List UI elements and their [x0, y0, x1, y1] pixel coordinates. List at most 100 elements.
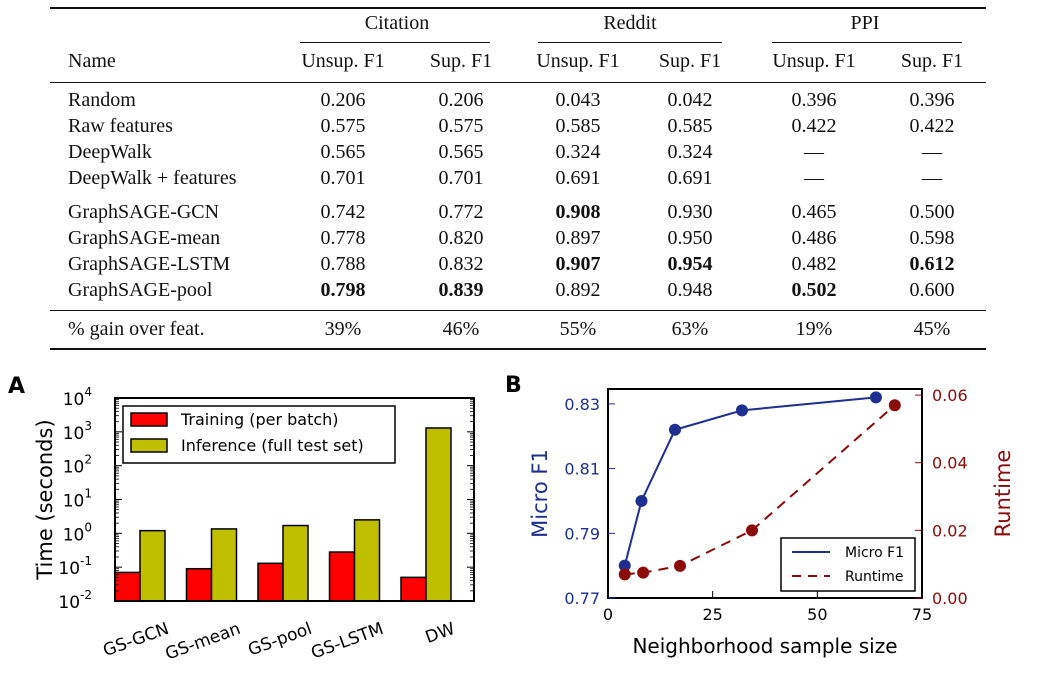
column-header: Sup. F1	[429, 50, 493, 72]
chart-b-sample-size: B 0 25 50 75 0.77 0.79 0.81 0.83 0.00 0.02 0.04 0.06…	[505, 373, 1015, 658]
gain-cell: 45%	[913, 318, 951, 340]
table-cell: 0.585	[555, 115, 601, 137]
legend-swatch	[130, 438, 168, 453]
y-tick-label: 104	[63, 385, 92, 410]
gain-cell: 63%	[671, 318, 709, 340]
table-cell: 0.772	[438, 201, 484, 223]
group-header: Citation	[364, 12, 430, 34]
table-cell: —	[922, 141, 942, 163]
gain-cell: 46%	[442, 318, 480, 340]
data-point-runtime	[674, 559, 687, 572]
y-right-tick-label: 0.06	[932, 386, 968, 405]
table-cell: 0.691	[667, 167, 713, 189]
y-tick-label: 100	[63, 520, 92, 545]
bar-inference	[282, 524, 309, 602]
table-cell: 0.691	[555, 167, 601, 189]
table-cell: 0.892	[555, 279, 601, 301]
group-cmidrule	[300, 42, 490, 43]
data-point-micro-f1	[869, 391, 882, 404]
table-cell: 0.565	[320, 141, 366, 163]
table-cell: 0.396	[791, 89, 837, 111]
legend-box	[122, 405, 396, 464]
y-left-tick-label: 0.81	[564, 460, 600, 479]
panel-label-b: B	[505, 373, 522, 398]
legend-swatch	[130, 412, 168, 427]
table-cell: 0.778	[320, 227, 366, 249]
table-cell: 0.575	[438, 115, 484, 137]
y-tick-label: 10-1	[58, 554, 92, 579]
x-tick-label: GS-GCN	[101, 619, 172, 661]
x-tick-label: GS-mean	[163, 619, 243, 665]
table-cell: 0.575	[320, 115, 366, 137]
column-header: Sup. F1	[900, 50, 964, 72]
row-name: Raw features	[68, 115, 173, 137]
gain-row-name: % gain over feat.	[68, 318, 205, 340]
x-tick-label: 25	[702, 605, 722, 624]
plot-frame	[607, 388, 923, 599]
table-cell: 0.043	[555, 89, 601, 111]
legend-label: Inference (full test set)	[181, 436, 364, 455]
table-cell: 0.482	[791, 253, 837, 275]
y-right-tick-label: 0.04	[932, 454, 968, 473]
table-cell: 0.422	[791, 115, 837, 137]
y-right-tick-label: 0.00	[932, 589, 968, 608]
x-axis-label: Neighborhood sample size	[632, 634, 897, 658]
group-cmidrule	[772, 42, 962, 43]
table-cell: 0.798	[320, 279, 366, 301]
x-tick-label: GS-pool	[245, 619, 314, 661]
bottom-rule	[50, 348, 986, 350]
table-cell: 0.612	[909, 253, 955, 275]
column-header-name: Name	[68, 50, 116, 72]
x-tick-label: 50	[807, 605, 827, 624]
table-cell: 0.598	[909, 227, 955, 249]
bar-inference	[210, 528, 238, 602]
row-name: GraphSAGE-GCN	[68, 201, 220, 223]
legend-label: Runtime	[845, 569, 903, 585]
table-cell: —	[804, 167, 824, 189]
x-tick-label: 75	[912, 605, 932, 624]
table-cell: 0.954	[667, 253, 713, 275]
data-point-runtime	[888, 399, 901, 412]
table-cell: 0.422	[909, 115, 955, 137]
row-name: DeepWalk	[68, 141, 152, 163]
bar-training	[114, 571, 141, 602]
y-left-tick-label: 0.83	[564, 395, 600, 414]
bar-training	[328, 551, 356, 602]
data-point-runtime	[618, 568, 631, 581]
y-tick-label: 101	[63, 487, 92, 512]
table-cell: 0.396	[909, 89, 955, 111]
table-cell: —	[922, 167, 942, 189]
table-cell: 0.930	[667, 201, 713, 223]
gain-cell: 39%	[324, 318, 362, 340]
group-header: PPI	[850, 12, 880, 34]
gain-cell: 19%	[795, 318, 833, 340]
row-name: GraphSAGE-pool	[68, 279, 213, 301]
data-point-micro-f1	[668, 423, 681, 436]
results-table: Citation Reddit PPI Name Unsup. F1 Sup. F1 Uns…	[50, 7, 986, 350]
top-rule	[50, 7, 986, 9]
data-point-micro-f1	[618, 559, 631, 572]
table-cell: 0.042	[667, 89, 713, 111]
data-point-runtime	[637, 566, 650, 579]
table-cell: 0.585	[667, 115, 713, 137]
table-cell: 0.701	[320, 167, 366, 189]
y-axis-label: Time (seconds)	[33, 419, 57, 580]
table-cell: 0.502	[791, 279, 837, 301]
table-cell: 0.907	[555, 253, 601, 275]
y-tick-label: 102	[63, 453, 92, 478]
row-name: Random	[68, 89, 136, 111]
y-left-tick-label: 0.77	[564, 589, 600, 608]
column-header: Unsup. F1	[772, 50, 856, 72]
legend-box	[780, 537, 916, 592]
bar-inference	[425, 427, 452, 602]
table-cell: 0.500	[909, 201, 955, 223]
bar-inference	[353, 519, 381, 602]
y-right-axis-label: Runtime	[991, 450, 1015, 538]
y-right-tick-label: 0.02	[932, 521, 968, 540]
y-left-tick-label: 0.79	[564, 524, 600, 543]
table-cell: 0.324	[667, 141, 713, 163]
row-name: GraphSAGE-mean	[68, 227, 221, 249]
column-header: Unsup. F1	[536, 50, 620, 72]
x-tick-label: 0	[603, 605, 613, 624]
table-cell: 0.465	[791, 201, 837, 223]
